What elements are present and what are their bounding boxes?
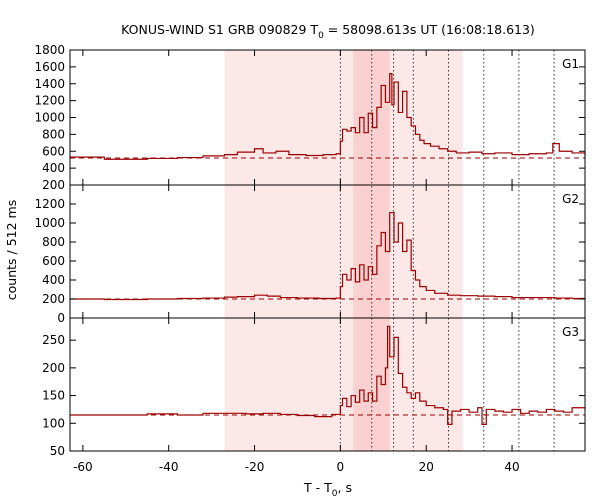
y-tick-label-G1-7: 1600 bbox=[34, 60, 65, 74]
y-tick-label-G2-0: 0 bbox=[57, 311, 65, 325]
y-tick-label-G2-1: 200 bbox=[42, 292, 65, 306]
y-tick-label-G1-1: 400 bbox=[42, 161, 65, 175]
x-tick-label-1: -40 bbox=[159, 460, 179, 474]
y-tick-label-G1-8: 1800 bbox=[34, 43, 65, 57]
chart-title: KONUS-WIND S1 GRB 090829 T0 = 58098.613s… bbox=[121, 22, 535, 41]
y-tick-label-G3-3: 200 bbox=[42, 361, 65, 375]
y-tick-label-G2-3: 600 bbox=[42, 254, 65, 268]
x-tick-label-2: -20 bbox=[245, 460, 265, 474]
y-tick-label-G1-2: 600 bbox=[42, 144, 65, 158]
x-tick-label-3: 0 bbox=[337, 460, 345, 474]
panel-label-G2: G2 bbox=[562, 192, 579, 206]
y-tick-label-G2-4: 800 bbox=[42, 235, 65, 249]
y-tick-label-G3-0: 50 bbox=[50, 444, 65, 458]
panel-label-G3: G3 bbox=[562, 325, 579, 339]
y-tick-label-G1-4: 1000 bbox=[34, 111, 65, 125]
y-tick-label-G3-4: 250 bbox=[42, 333, 65, 347]
x-tick-label-0: -60 bbox=[73, 460, 93, 474]
count-rate-curve-G1 bbox=[70, 73, 586, 160]
count-rate-curve-G2 bbox=[70, 211, 586, 301]
count-rate-curve-G3 bbox=[70, 325, 586, 425]
y-tick-label-G2-6: 1200 bbox=[34, 197, 65, 211]
y-tick-label-G1-3: 800 bbox=[42, 127, 65, 141]
x-tick-label-4: 20 bbox=[419, 460, 434, 474]
y-tick-label-G2-2: 400 bbox=[42, 273, 65, 287]
y-tick-label-G3-1: 100 bbox=[42, 416, 65, 430]
y-axis-label: counts / 512 ms bbox=[4, 200, 19, 300]
x-tick-label-5: 40 bbox=[504, 460, 519, 474]
background-interval-band bbox=[224, 50, 463, 451]
plot-area: 20040060080010001200140016001800G1020040… bbox=[34, 43, 586, 474]
y-tick-label-G2-5: 1000 bbox=[34, 216, 65, 230]
y-tick-label-G1-6: 1400 bbox=[34, 77, 65, 91]
panel-label-G1: G1 bbox=[562, 57, 579, 71]
panel-frame-G3 bbox=[69, 317, 586, 452]
x-axis-label: T - T0, s bbox=[303, 480, 352, 499]
y-tick-label-G1-0: 200 bbox=[42, 178, 65, 192]
y-tick-label-G1-5: 1200 bbox=[34, 94, 65, 108]
y-tick-label-G3-2: 150 bbox=[42, 389, 65, 403]
